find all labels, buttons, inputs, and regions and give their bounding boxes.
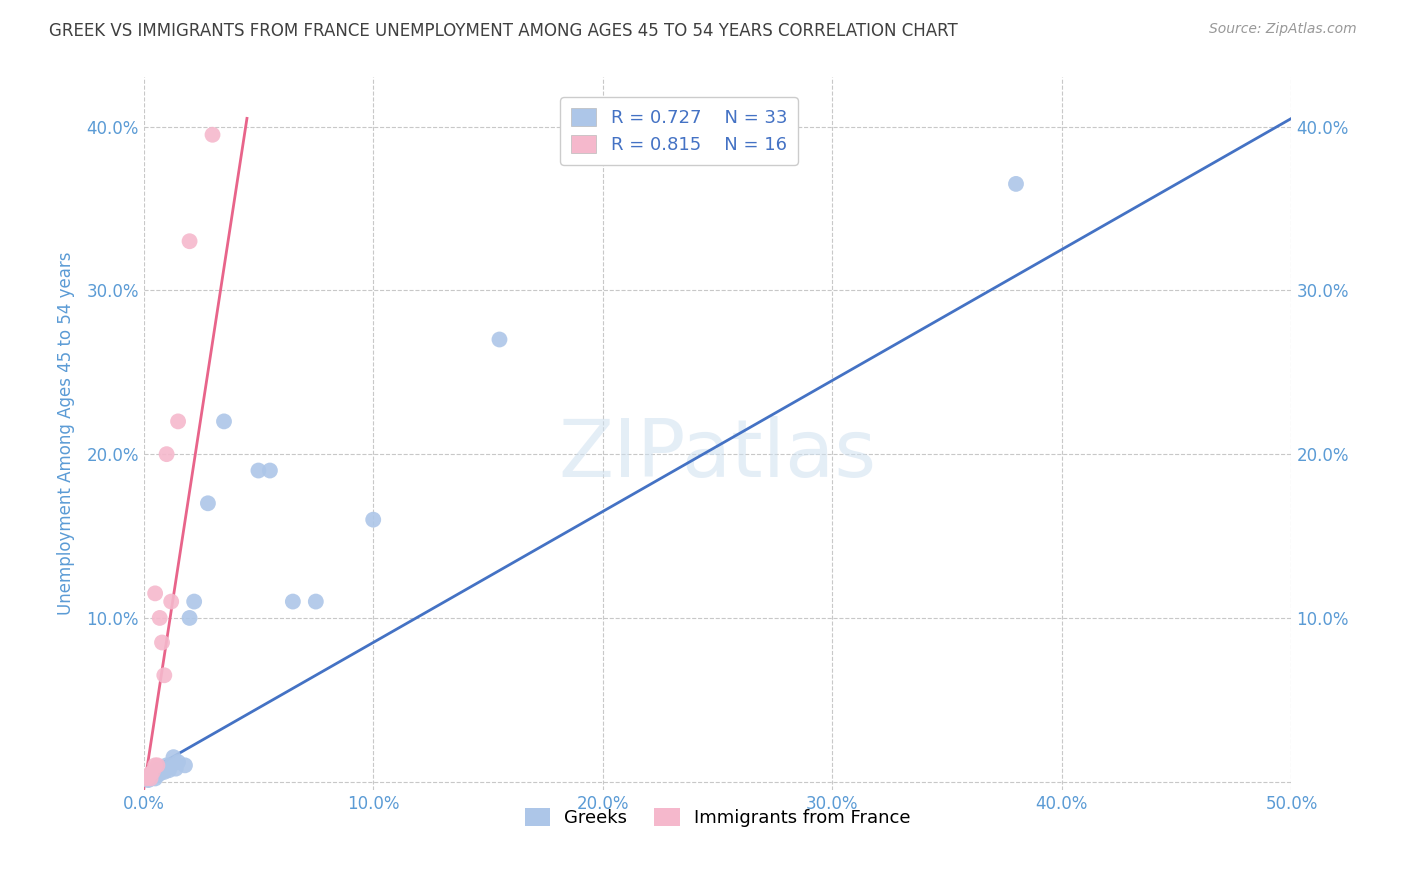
Point: [143, 586, 166, 600]
Point: [179, 234, 201, 248]
Text: Source: ZipAtlas.com: Source: ZipAtlas.com: [1209, 22, 1357, 37]
Point: [142, 766, 165, 780]
Point: [136, 770, 159, 784]
Point: [135, 772, 157, 786]
Point: [149, 766, 172, 780]
Point: [1005, 177, 1028, 191]
Point: [139, 772, 162, 786]
Point: [149, 611, 172, 625]
Point: [146, 758, 169, 772]
Point: [167, 755, 190, 769]
Point: [281, 594, 304, 608]
Point: [143, 758, 166, 772]
Point: [155, 762, 177, 776]
Point: [157, 764, 180, 778]
Point: [146, 764, 169, 778]
Point: [259, 463, 281, 477]
Point: [247, 463, 270, 477]
Point: [142, 770, 165, 784]
Point: [150, 635, 173, 649]
Point: [153, 668, 176, 682]
Point: [142, 764, 165, 779]
Point: [143, 772, 166, 786]
Point: [160, 594, 183, 608]
Legend: Greeks, Immigrants from France: Greeks, Immigrants from France: [517, 801, 918, 834]
Point: [212, 414, 235, 428]
Point: [146, 768, 169, 782]
Point: [139, 772, 162, 786]
Point: [160, 758, 183, 772]
Point: [150, 764, 173, 778]
Text: ZIPatlas: ZIPatlas: [558, 416, 876, 494]
Point: [155, 447, 177, 461]
Point: [153, 764, 176, 779]
Point: [179, 611, 201, 625]
Point: [139, 768, 162, 782]
Point: [136, 770, 159, 784]
Point: [361, 513, 384, 527]
Point: [488, 333, 510, 347]
Point: [167, 414, 190, 428]
Point: [197, 496, 219, 510]
Text: GREEK VS IMMIGRANTS FROM FRANCE UNEMPLOYMENT AMONG AGES 45 TO 54 YEARS CORRELATI: GREEK VS IMMIGRANTS FROM FRANCE UNEMPLOY…: [49, 22, 957, 40]
Point: [136, 773, 159, 788]
Y-axis label: Unemployment Among Ages 45 to 54 years: Unemployment Among Ages 45 to 54 years: [58, 252, 75, 615]
Point: [201, 128, 224, 142]
Point: [139, 766, 162, 780]
Point: [162, 750, 184, 764]
Point: [305, 594, 328, 608]
Point: [165, 762, 187, 776]
Point: [183, 594, 205, 608]
Point: [135, 772, 157, 786]
Point: [155, 758, 177, 772]
Point: [143, 764, 166, 779]
Point: [174, 758, 197, 772]
